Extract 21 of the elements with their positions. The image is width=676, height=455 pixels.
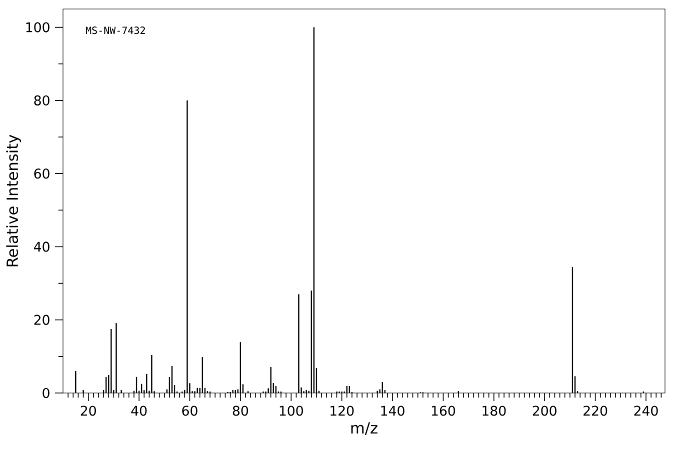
x-tick-label: 20: [80, 406, 96, 416]
x-tick-label: 140: [381, 406, 404, 416]
x-tick-label: 200: [532, 406, 556, 416]
x-tick-label: 220: [584, 406, 608, 416]
x-tick-label: 120: [330, 406, 354, 416]
y-tick-label: 80: [34, 95, 50, 106]
x-tick-label: 160: [432, 406, 456, 416]
x-tick-label: 60: [182, 406, 198, 416]
y-tick-label: 20: [34, 314, 50, 325]
y-axis-title: Relative Intensity: [6, 134, 22, 266]
x-tick-label: 240: [634, 406, 658, 416]
x-tick-label: 40: [131, 406, 147, 416]
x-axis-title: m/z: [351, 422, 378, 435]
x-tick-label: 80: [232, 406, 248, 416]
y-tick-label: 60: [34, 168, 50, 179]
annotation: MS-NW-7432: [86, 26, 145, 34]
x-tick-label: 100: [280, 406, 303, 416]
x-tick-label: 180: [482, 406, 506, 416]
y-tick-label: 100: [26, 22, 50, 32]
y-tick-label: 40: [34, 242, 50, 252]
y-tick-label: 0: [42, 388, 50, 398]
